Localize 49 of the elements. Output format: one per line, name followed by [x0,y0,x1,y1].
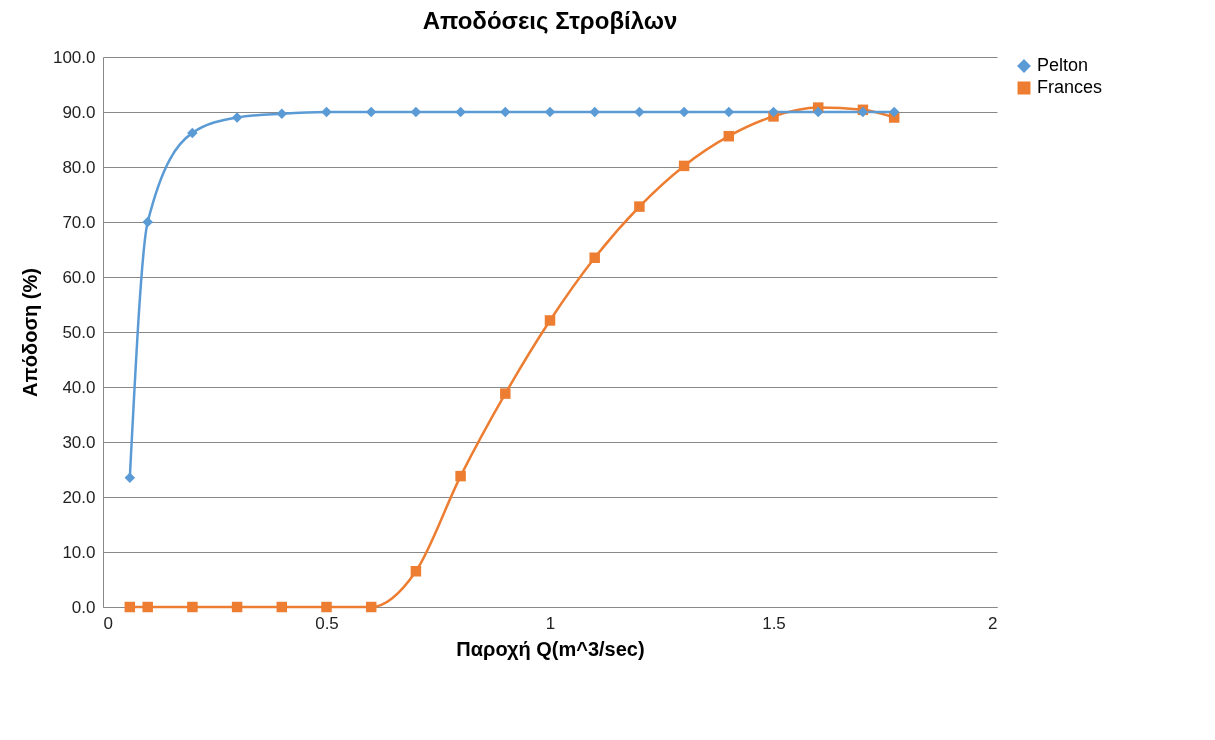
point [231,112,243,123]
point [589,252,600,263]
legend-label: Frances [1037,77,1103,97]
point [410,566,422,577]
y-tick-label: 100.0 [52,47,96,67]
x-tick-label: 1 [545,613,556,633]
point [723,130,735,142]
point [276,601,288,613]
point [544,315,556,326]
point [634,106,645,118]
x-axis-title: Παροχή Q(m^3/sec) [456,637,645,660]
x-tick-label: 0 [103,613,113,633]
point [231,601,243,613]
y-tick-label: 60.0 [62,267,96,287]
y-tick-label: 30.0 [62,432,96,452]
point [124,472,136,483]
y-axis-title: Απόδοση (%) [18,268,41,397]
y-tick-label: 10.0 [62,542,96,562]
point [678,160,690,172]
point [455,470,466,482]
x-tick-label: 0.5 [315,613,339,633]
point [768,106,779,118]
y-tick-label: 70.0 [62,212,96,232]
point [187,601,198,613]
point [455,106,466,118]
y-tick-label: 0.0 [71,597,96,617]
y-tick-label: 50.0 [62,322,96,342]
y-tick-label: 80.0 [62,157,96,177]
y-tick-label: 40.0 [62,377,96,397]
point [142,216,153,228]
x-tick-label: 1.5 [762,613,786,633]
point [124,601,136,613]
x-tick-label: 2 [988,613,998,633]
point [500,106,511,118]
point [500,388,511,399]
point [589,106,600,118]
legend-label: Pelton [1037,55,1089,75]
y-tick-label: 20.0 [62,487,96,507]
point [634,201,645,212]
chart-title: Αποδόσεις Στροβίλων [422,7,678,34]
point [321,601,332,613]
point [888,106,900,118]
point [365,601,377,613]
point [187,127,198,139]
point [142,601,153,613]
y-tick-label: 90.0 [62,102,96,122]
point [812,106,824,118]
point [321,106,332,118]
point [276,108,288,119]
